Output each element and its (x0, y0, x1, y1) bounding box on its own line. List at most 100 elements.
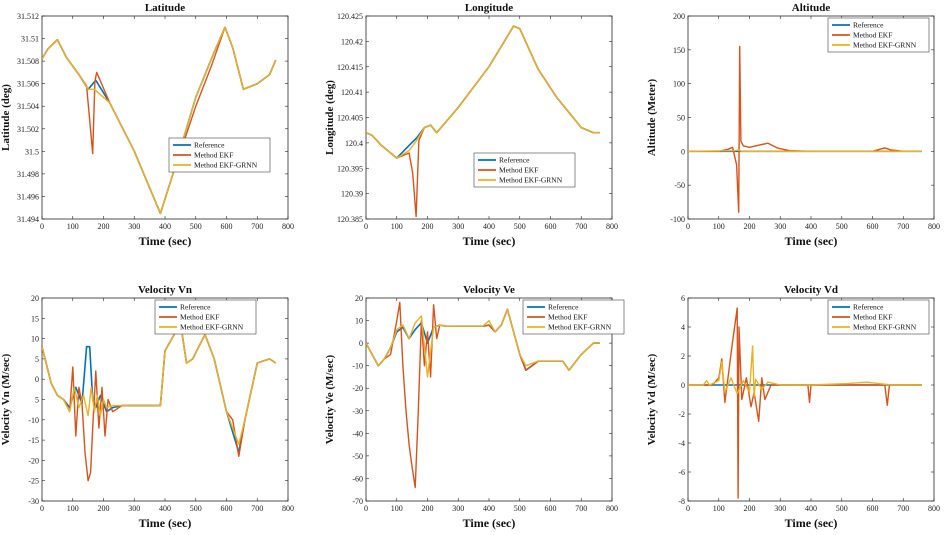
chart-title: Velocity Ve (463, 284, 515, 296)
x-tick-label: 100 (67, 222, 79, 231)
x-axis-label: Time (sec) (463, 516, 516, 530)
y-tick-label: -30 (28, 497, 39, 506)
x-tick-label: 200 (98, 222, 110, 231)
series-line-grnn (688, 149, 922, 153)
legend-label-ekf: Method EKF (853, 31, 892, 40)
x-tick-label: 800 (928, 222, 940, 231)
y-tick-label: -6 (678, 468, 685, 477)
x-tick-label: 700 (251, 222, 263, 231)
legend-label-grnn: Method EKF-GRNN (853, 323, 917, 332)
x-tick-label: 700 (251, 504, 263, 513)
chart-title: Altitude (792, 2, 831, 14)
chart-altitude: 0 100 200 300 400 500 600 700 800 -100 -50 0 50 100 15… (646, 2, 940, 248)
y-tick-label: 120.385 (337, 215, 363, 224)
y-tick-label: -50 (352, 452, 363, 461)
x-tick-label: 400 (483, 504, 495, 513)
y-tick-label: 20 (31, 294, 39, 303)
x-tick-label: 500 (514, 222, 526, 231)
x-tick-label: 100 (713, 222, 725, 231)
x-tick-label: 300 (452, 504, 464, 513)
x-tick-label: 800 (282, 504, 294, 513)
legend-label-reference: Reference (180, 303, 211, 312)
y-axis-label: Velocity Vd (M/sec) (646, 353, 658, 445)
legend-label-grnn: Method EKF-GRNN (180, 323, 244, 332)
y-tick-label: 31.512 (17, 12, 39, 21)
y-tick-label: 100 (673, 80, 685, 89)
y-tick-label: 0 (359, 339, 363, 348)
y-tick-label: 0 (35, 375, 39, 384)
y-tick-label: -4 (678, 439, 685, 448)
x-tick-label: 500 (836, 222, 848, 231)
legend-label-ekf: Method EKF (853, 313, 892, 322)
plot-frame (365, 15, 613, 220)
x-tick-label: 500 (514, 504, 526, 513)
x-tick-label: 300 (452, 222, 464, 231)
y-tick-label: 31.5 (25, 147, 39, 156)
x-axis-label: Time (sec) (785, 234, 838, 248)
y-axis-label: Latitude (deg) (0, 84, 12, 151)
legend-label-ekf: Method EKF (499, 166, 538, 175)
x-tick-label: 400 (159, 504, 171, 513)
legend-label-reference: Reference (548, 303, 579, 312)
x-tick-label: 700 (897, 504, 909, 513)
chart-velocity-vn: 0 100 200 300 400 500 600 700 800-30-25-20-15-10… (0, 284, 294, 530)
y-axis-label: Altitude (Meter) (646, 79, 658, 157)
x-tick-label: 100 (391, 504, 403, 513)
x-tick-label: 600 (221, 504, 233, 513)
x-axis-label: Time (sec) (785, 516, 838, 530)
x-tick-label: 200 (422, 222, 434, 231)
x-tick-label: 0 (364, 504, 368, 513)
y-tick-label: 15 (31, 314, 39, 323)
y-tick-label: 120.415 (337, 63, 363, 72)
y-tick-label: 31.506 (17, 80, 39, 89)
legend-label-reference: Reference (499, 156, 530, 165)
y-tick-label: -20 (28, 456, 39, 465)
y-tick-label: 120.39 (341, 190, 363, 199)
y-tick-label: -70 (352, 497, 363, 506)
x-tick-label: 200 (98, 504, 110, 513)
y-tick-label: 0 (681, 147, 685, 156)
y-tick-label: -20 (352, 384, 363, 393)
y-tick-label: 5 (35, 355, 39, 364)
x-tick-label: 400 (805, 504, 817, 513)
y-tick-label: 200 (673, 12, 685, 21)
y-tick-label: -15 (28, 436, 39, 445)
x-tick-label: 300 (128, 504, 140, 513)
y-tick-label: 5 (35, 396, 39, 405)
chart-longitude: 0 100 200 300 400 500 600 700 800 120.385 120.39 12… (324, 2, 618, 248)
chart-title: Velocity Vd (784, 284, 838, 296)
y-tick-label: 31.494 (17, 215, 39, 224)
x-tick-label: 600 (867, 222, 879, 231)
series-line-grnn (42, 321, 277, 445)
x-tick-label: 0 (364, 222, 368, 231)
legend-label-ekf: Method EKF (548, 313, 587, 322)
x-tick-label: 200 (422, 504, 434, 513)
x-tick-label: 800 (606, 504, 618, 513)
y-tick-label: -2 (678, 410, 685, 419)
x-tick-label: 500 (190, 504, 202, 513)
x-tick-label: 600 (545, 504, 557, 513)
series-line-grnn (366, 25, 600, 159)
legend-label-grnn: Method EKF-GRNN (499, 176, 563, 185)
x-tick-label: 400 (805, 222, 817, 231)
y-tick-label: -100 (670, 215, 685, 224)
legend-label-ekf: Method EKF (180, 313, 219, 322)
legend-label-grnn: Method EKF-GRNN (853, 41, 917, 50)
y-axis-label: Velocity Ve (M/sec) (324, 354, 336, 444)
x-tick-label: 500 (836, 504, 848, 513)
y-tick-label: -10 (352, 362, 363, 371)
x-tick-label: 300 (774, 222, 786, 231)
legend-box (168, 137, 271, 173)
x-axis-label: Time (sec) (139, 516, 192, 530)
y-axis-label: Velocity Vn (M/sec) (0, 353, 12, 445)
legend-label-grnn: Method EKF-GRNN (194, 161, 258, 170)
y-tick-label: 120.395 (337, 164, 363, 173)
y-tick-label: -60 (352, 474, 363, 483)
x-tick-label: 600 (867, 504, 879, 513)
